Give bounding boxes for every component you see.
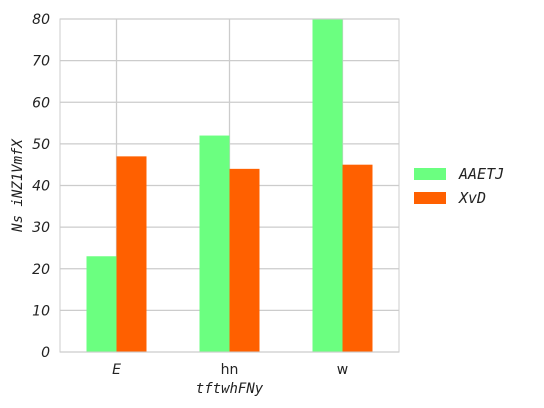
- bar-XvD-hn: [229, 168, 260, 352]
- x-tick-label: hn: [221, 362, 239, 378]
- bar-AAETJ-w: [312, 19, 343, 352]
- y-tick-label: 70: [32, 54, 50, 70]
- y-tick-label: 10: [32, 303, 50, 319]
- bar-AAETJ-E: [86, 256, 117, 352]
- y-tick-label: 30: [32, 220, 50, 236]
- bar-AAETJ-hn: [199, 135, 230, 352]
- x-tick-label: E: [112, 362, 121, 378]
- legend-label-AAETJ: AAETJ: [458, 165, 504, 183]
- bar-XvD-E: [116, 156, 147, 352]
- x-tick-label: w: [337, 362, 348, 378]
- legend-swatch-AAETJ: [414, 168, 446, 180]
- legend: AAETJ XvD: [414, 165, 504, 207]
- y-axis-title: Ns iNZ1VmfX: [10, 138, 26, 233]
- y-tick-label: 0: [41, 345, 50, 361]
- y-tick-label: 40: [32, 179, 50, 195]
- legend-swatch-XvD: [414, 192, 446, 204]
- legend-label-XvD: XvD: [458, 189, 486, 207]
- y-tick-label: 60: [32, 95, 50, 111]
- y-tick-label: 50: [32, 137, 50, 153]
- y-tick-label: 20: [32, 262, 50, 278]
- y-tick-labels: 0 10 20 30 40 50 60 70 80: [32, 12, 50, 361]
- x-axis-title: tftwhFNy: [196, 381, 264, 397]
- bar-XvD-w: [342, 164, 373, 352]
- plot-frame: [59, 18, 400, 353]
- y-tick-label: 80: [32, 12, 50, 28]
- bars: [86, 19, 373, 352]
